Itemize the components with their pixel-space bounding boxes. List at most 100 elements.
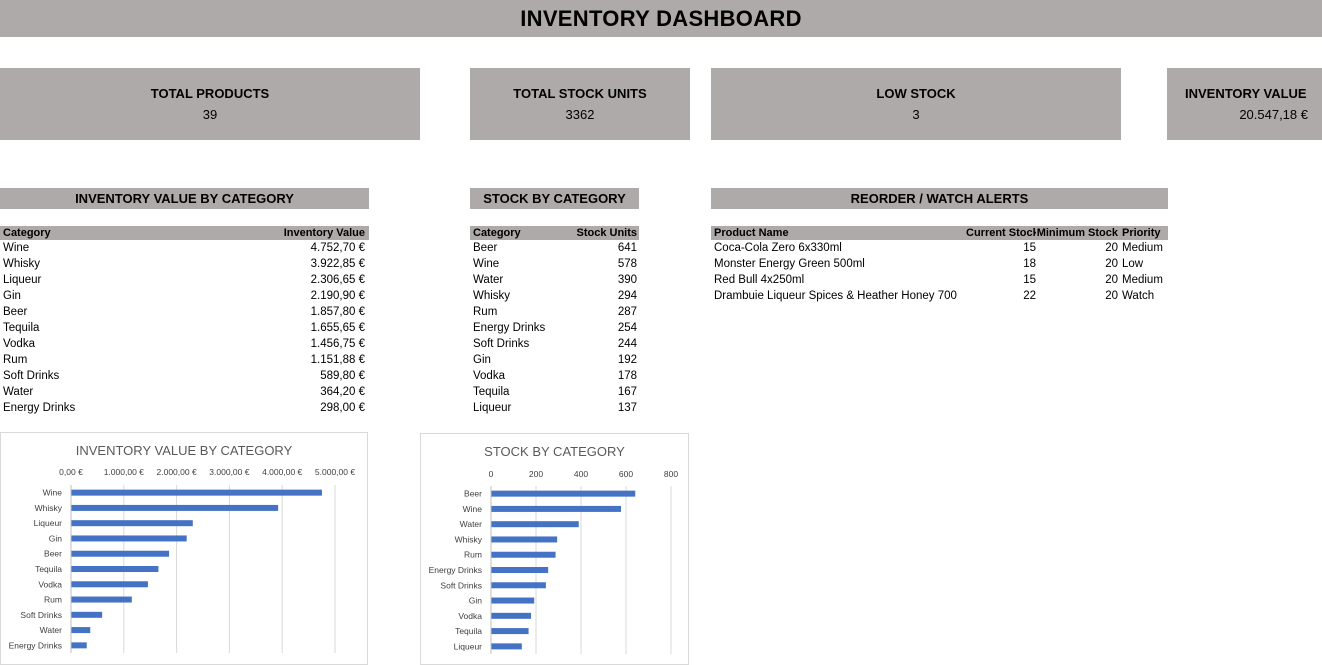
- table-cell: Drambuie Liqueur Spices & Heather Honey …: [714, 290, 957, 302]
- bar: [71, 642, 87, 649]
- y-category-label: Vodka: [38, 579, 62, 589]
- table-cell: Monster Energy Green 500ml: [714, 258, 865, 270]
- chart-title: STOCK BY CATEGORY: [484, 444, 625, 459]
- table-cell: 178: [617, 370, 637, 382]
- table-cell: 20: [1105, 258, 1118, 270]
- table-cell: 137: [617, 402, 637, 414]
- bar: [491, 628, 529, 635]
- table-cell: Soft Drinks: [473, 338, 530, 350]
- table-cell: Water: [473, 274, 504, 286]
- table-cell: 2.306,65 €: [310, 274, 365, 286]
- bar: [491, 551, 556, 558]
- table-cell: Rum: [473, 306, 498, 318]
- bar: [491, 597, 535, 604]
- table-cell: 298,00 €: [320, 402, 365, 414]
- table-cell: Vodka: [473, 370, 505, 382]
- table-header: Category Stock Units: [470, 226, 639, 240]
- table-cell: Watch: [1122, 290, 1155, 302]
- bar: [491, 505, 622, 512]
- table-cell: Tequila: [3, 322, 40, 334]
- y-category-label: Vodka: [458, 611, 482, 621]
- table-cell: 18: [1023, 258, 1036, 270]
- table-cell: 192: [617, 354, 637, 366]
- bar: [491, 536, 558, 543]
- table-cell: Vodka: [3, 338, 35, 350]
- y-category-label: Rum: [44, 595, 62, 605]
- stock-table: Category Stock Units Beer 641 Wine 578 Water…: [470, 226, 639, 416]
- table-row: Wine 4.752,70 €: [0, 240, 369, 256]
- bar: [71, 489, 322, 496]
- y-category-label: Liqueur: [34, 518, 63, 528]
- y-category-label: Liqueur: [454, 641, 483, 651]
- table-cell: Rum: [3, 354, 28, 366]
- value-chart[interactable]: INVENTORY VALUE BY CATEGORY 0,00 € 1.000,…: [0, 432, 368, 665]
- table-row: Rum 287: [470, 304, 639, 320]
- kpi-value: 39: [202, 107, 218, 122]
- table-cell: Energy Drinks: [473, 322, 546, 334]
- table-cell: 3.922,85 €: [310, 258, 365, 270]
- stock-chart-plot: 0 200 400 600 800 Beer Wine Water Whisky Rum Energ…: [429, 469, 678, 654]
- table-cell: 2.190,90 €: [310, 290, 365, 302]
- y-category-label: Whisky: [455, 534, 483, 544]
- value-chart-plot: 0,00 € 1.000,00 € 2.000,00 € 3.000,00 € 4.00…: [9, 467, 355, 653]
- bar: [71, 581, 148, 588]
- value-table: Category Inventory Value Wine 4.752,70 € W…: [0, 226, 369, 416]
- y-category-label: Energy Drinks: [9, 640, 62, 650]
- table-cell: 4.752,70 €: [310, 242, 365, 254]
- column-header: Priority: [1122, 227, 1161, 239]
- table-row: Energy Drinks 254: [470, 320, 639, 336]
- y-category-label: Water: [40, 625, 63, 635]
- column-header: Product Name: [714, 227, 789, 239]
- table-row: Energy Drinks 298,00 €: [0, 400, 369, 416]
- x-tick-label: 0: [489, 469, 494, 479]
- kpi-label: TOTAL STOCK UNITS: [513, 86, 647, 101]
- bar: [71, 596, 132, 603]
- bar: [71, 627, 91, 634]
- kpi-label: LOW STOCK: [876, 86, 956, 101]
- column-header: Category: [473, 227, 521, 239]
- section-alerts: REORDER / WATCH ALERTS: [711, 188, 1168, 209]
- table-cell: 20: [1105, 290, 1118, 302]
- bar: [491, 582, 546, 589]
- table-cell: 390: [617, 274, 637, 286]
- y-category-label: Water: [460, 519, 483, 529]
- bar: [491, 612, 532, 619]
- y-category-label: Wine: [463, 504, 483, 514]
- x-tick-label: 0,00 €: [59, 467, 83, 477]
- table-cell: 15: [1023, 242, 1036, 254]
- bar: [71, 520, 193, 527]
- bar: [491, 643, 522, 650]
- table-cell: 20: [1105, 274, 1118, 286]
- stock-chart[interactable]: STOCK BY CATEGORY 0 200 400 600 800 Beer Wine W…: [420, 433, 689, 665]
- table-cell: 167: [617, 386, 637, 398]
- column-header: Category: [3, 227, 51, 239]
- table-cell: 1.857,80 €: [310, 306, 365, 318]
- y-category-label: Tequila: [455, 626, 482, 636]
- table-cell: 641: [617, 242, 637, 254]
- y-category-label: Beer: [464, 489, 482, 499]
- table-row: Coca-Cola Zero 6x330ml 15 20 Medium: [711, 240, 1168, 256]
- bar: [71, 611, 103, 618]
- y-category-label: Soft Drinks: [20, 610, 62, 620]
- table-row: Rum 1.151,88 €: [0, 352, 369, 368]
- table-cell: Tequila: [473, 386, 510, 398]
- x-tick-label: 3.000,00 €: [209, 467, 249, 477]
- y-category-label: Rum: [464, 550, 482, 560]
- bar: [71, 566, 159, 572]
- table-row: Whisky 3.922,85 €: [0, 256, 369, 272]
- bar: [71, 550, 170, 557]
- column-header: Current Stock: [966, 227, 1036, 239]
- table-cell: 364,20 €: [320, 386, 365, 398]
- table-cell: Liqueur: [3, 274, 42, 286]
- bar: [491, 490, 636, 497]
- table-cell: Whisky: [473, 290, 511, 302]
- table-row: Tequila 1.655,65 €: [0, 320, 369, 336]
- x-tick-label: 200: [529, 469, 543, 479]
- table-row: Whisky 294: [470, 288, 639, 304]
- y-category-label: Soft Drinks: [440, 580, 482, 590]
- table-row: Liqueur 137: [470, 400, 639, 416]
- table-cell: 1.456,75 €: [310, 338, 365, 350]
- table-cell: Beer: [473, 242, 498, 254]
- kpi-total-stock: TOTAL STOCK UNITS 3362: [470, 68, 690, 140]
- table-cell: 22: [1023, 290, 1036, 302]
